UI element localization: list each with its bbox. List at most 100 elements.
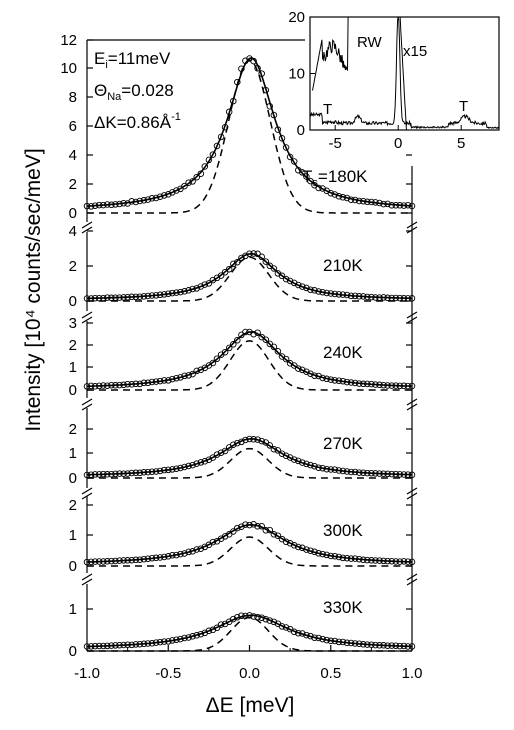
data-point: [230, 97, 237, 105]
inset-spectrum-x1: [309, 16, 500, 130]
y-tick-label: 1: [69, 445, 77, 462]
data-point: [376, 557, 383, 564]
data-point: [250, 57, 257, 65]
data-point: [311, 462, 318, 470]
data-point: [95, 471, 103, 478]
data-point: [221, 123, 229, 131]
x-tick-label: -1.0: [74, 665, 100, 682]
data-point: [364, 293, 371, 301]
spectra-points: [83, 55, 416, 650]
data-point: [100, 201, 107, 209]
data-point: [327, 189, 335, 197]
data-point: [307, 461, 314, 469]
data-point: [327, 290, 335, 297]
data-point: [360, 197, 367, 205]
y-tick-label: 2: [69, 497, 77, 514]
data-point: [327, 552, 335, 560]
data-point: [238, 254, 245, 262]
data-point: [169, 637, 176, 644]
data-point: [185, 462, 192, 470]
data-point: [95, 382, 103, 390]
data-point: [132, 556, 140, 564]
data-point: [351, 379, 359, 387]
resolution-curve: [87, 616, 412, 652]
fit-curve: [87, 331, 412, 388]
data-point: [242, 436, 249, 444]
data-point: [396, 471, 404, 478]
data-point: [160, 638, 168, 645]
axis-break-mark: [406, 492, 418, 500]
data-point: [148, 640, 156, 647]
data-point: [104, 201, 111, 208]
data-point: [278, 135, 286, 142]
data-point: [351, 292, 359, 300]
data-point: [315, 464, 322, 471]
data-point: [120, 557, 127, 564]
data-point: [392, 642, 400, 649]
data-point: [242, 328, 249, 336]
data-point: [335, 467, 343, 474]
data-point: [339, 194, 347, 201]
data-point: [238, 612, 245, 619]
y-tick-label: 6: [69, 118, 77, 135]
data-point: [173, 551, 180, 559]
data-point: [189, 285, 196, 293]
data-point: [364, 380, 371, 388]
data-point: [286, 277, 294, 285]
data-point: [197, 459, 205, 466]
data-point: [120, 381, 127, 389]
data-point: [315, 634, 322, 642]
data-point: [262, 615, 270, 623]
data-point: [230, 441, 237, 448]
data-point: [221, 447, 229, 455]
data-point: [234, 613, 241, 621]
data-point: [392, 470, 400, 478]
data-point: [156, 554, 164, 561]
data-point: [262, 336, 270, 343]
data-point: [266, 617, 274, 624]
data-point: [91, 202, 99, 209]
data-point: [258, 522, 265, 530]
data-point: [242, 612, 249, 620]
data-point: [307, 177, 314, 185]
data-point: [408, 643, 416, 650]
data-point: [266, 103, 274, 110]
data-point: [181, 634, 188, 642]
data-point: [217, 449, 225, 456]
resolution-curve: [87, 256, 412, 302]
y-tick-label: 4: [69, 147, 77, 164]
data-point: [282, 355, 290, 363]
data-point: [116, 381, 123, 389]
data-point: [91, 294, 99, 302]
data-point: [270, 445, 278, 453]
data-point: [124, 641, 131, 648]
data-point: [262, 258, 270, 265]
data-point: [128, 198, 135, 205]
data-point: [156, 377, 164, 385]
data-point: [388, 557, 395, 565]
data-point: [331, 637, 339, 645]
data-point: [299, 169, 306, 176]
data-point: [295, 281, 302, 289]
data-point: [213, 451, 221, 458]
data-point: [209, 454, 217, 461]
y-tick-label: 0: [69, 643, 77, 660]
data-point: [189, 178, 196, 185]
data-point: [384, 382, 391, 389]
data-point: [116, 470, 123, 477]
data-point: [217, 133, 225, 141]
data-point: [104, 642, 111, 650]
fit-curve: [87, 437, 413, 476]
data-point: [319, 464, 326, 472]
data-point: [246, 612, 253, 619]
data-point: [144, 379, 152, 387]
data-point: [355, 197, 363, 205]
data-point: [128, 556, 135, 564]
data-point: [193, 546, 200, 553]
data-point: [152, 378, 160, 385]
data-point: [307, 370, 314, 377]
data-point: [388, 382, 395, 389]
data-point: [278, 623, 286, 630]
data-point: [201, 163, 209, 170]
data-point: [404, 382, 412, 390]
